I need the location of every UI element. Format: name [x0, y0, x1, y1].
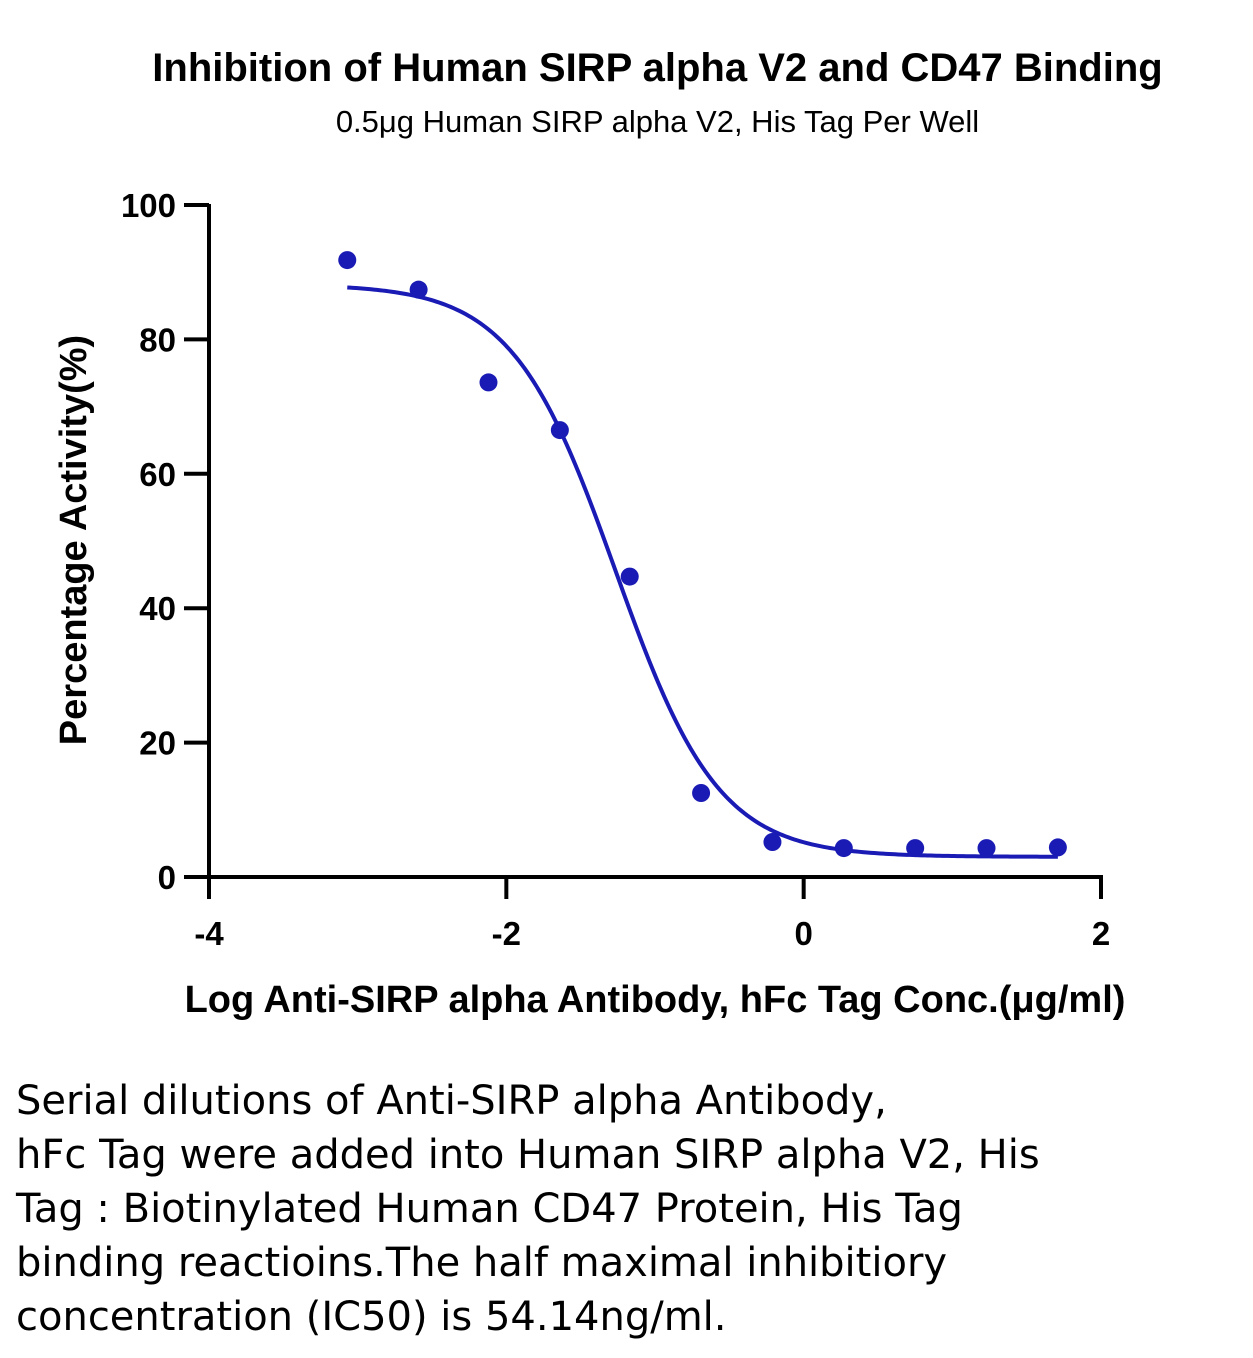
data-point [338, 251, 357, 270]
data-point [409, 280, 428, 299]
x-tick-label: 0 [794, 915, 812, 952]
y-tick-label: 0 [158, 859, 176, 896]
data-point [550, 421, 569, 440]
data-point [692, 784, 711, 802]
chart-subtitle: 0.5μg Human SIRP alpha V2, His Tag Per W… [335, 104, 980, 139]
y-tick-label: 40 [139, 590, 176, 627]
chart-plot: 0 20 40 60 80 100 -4 -2 0 2 Log Anti-SIRP alpha A… [53, 187, 1126, 1021]
y-tick-label: 100 [121, 187, 176, 224]
data-point [763, 833, 782, 852]
axes [207, 204, 1103, 879]
data-point [977, 839, 996, 858]
y-tick-label: 60 [139, 456, 176, 493]
figure-caption: Serial dilutions of Anti-SIRP alpha Anti… [16, 1078, 1040, 1340]
x-axis-label: Log Anti-SIRP alpha Antibody, hFc Tag Co… [185, 979, 1126, 1021]
x-tick-label: 2 [1092, 915, 1110, 952]
y-axis-label: Percentage Activity(%) [53, 335, 95, 745]
fit-curve [347, 285, 1058, 859]
data-point [620, 567, 639, 586]
data-point [1048, 838, 1067, 857]
tick-group: 0 20 40 60 80 100 -4 -2 0 2 [121, 187, 1110, 952]
data-point [906, 839, 925, 858]
data-point [479, 373, 498, 392]
y-tick-label: 20 [139, 725, 176, 762]
data-points [338, 251, 1067, 858]
x-tick-label: -2 [492, 915, 521, 952]
x-tick-label: -4 [194, 915, 224, 952]
data-point [834, 839, 853, 858]
chart-title: Inhibition of Human SIRP alpha V2 and CD… [152, 46, 1163, 90]
y-tick-label: 80 [139, 321, 176, 358]
